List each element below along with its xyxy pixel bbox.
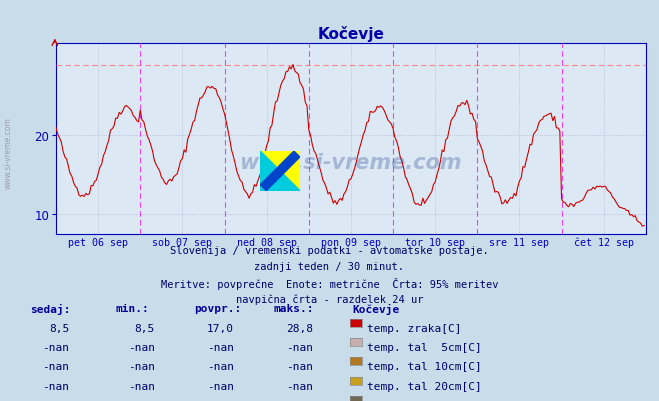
Text: -nan: -nan <box>128 400 155 401</box>
Text: Kočevje: Kočevje <box>353 303 400 314</box>
Text: 17,0: 17,0 <box>207 323 234 333</box>
Text: maks.:: maks.: <box>273 303 314 313</box>
Text: -nan: -nan <box>42 381 69 391</box>
Text: -nan: -nan <box>207 361 234 371</box>
Text: temp. tal 10cm[C]: temp. tal 10cm[C] <box>367 361 482 371</box>
Text: -nan: -nan <box>42 342 69 352</box>
Text: -nan: -nan <box>128 381 155 391</box>
Polygon shape <box>260 152 300 191</box>
Text: -nan: -nan <box>286 361 313 371</box>
Text: Meritve: povprečne  Enote: metrične  Črta: 95% meritev: Meritve: povprečne Enote: metrične Črta:… <box>161 277 498 290</box>
Text: -nan: -nan <box>207 342 234 352</box>
Text: zadnji teden / 30 minut.: zadnji teden / 30 minut. <box>254 261 405 271</box>
Text: sedaj:: sedaj: <box>30 303 70 314</box>
Text: -nan: -nan <box>286 381 313 391</box>
Polygon shape <box>260 152 300 191</box>
Text: -nan: -nan <box>128 342 155 352</box>
Text: temp. tal  5cm[C]: temp. tal 5cm[C] <box>367 342 482 352</box>
Text: povpr.:: povpr.: <box>194 303 242 313</box>
Text: -nan: -nan <box>42 400 69 401</box>
Text: Slovenija / vremenski podatki - avtomatske postaje.: Slovenija / vremenski podatki - avtomats… <box>170 245 489 255</box>
Text: 8,5: 8,5 <box>49 323 69 333</box>
Text: temp. tal 20cm[C]: temp. tal 20cm[C] <box>367 381 482 391</box>
Text: navpična črta - razdelek 24 ur: navpična črta - razdelek 24 ur <box>236 294 423 304</box>
Text: temp. tal 30cm[C]: temp. tal 30cm[C] <box>367 400 482 401</box>
Text: -nan: -nan <box>42 361 69 371</box>
Text: -nan: -nan <box>286 342 313 352</box>
Text: -nan: -nan <box>207 400 234 401</box>
Text: -nan: -nan <box>128 361 155 371</box>
Text: -nan: -nan <box>207 381 234 391</box>
Text: www.si-vreme.com: www.si-vreme.com <box>3 117 13 188</box>
Text: min.:: min.: <box>115 303 149 313</box>
Polygon shape <box>260 152 300 191</box>
Text: -nan: -nan <box>286 400 313 401</box>
Text: 8,5: 8,5 <box>134 323 155 333</box>
Text: temp. zraka[C]: temp. zraka[C] <box>367 323 461 333</box>
Title: Kočevje: Kočevje <box>318 26 384 42</box>
Text: 28,8: 28,8 <box>286 323 313 333</box>
Text: www.si-vreme.com: www.si-vreme.com <box>240 152 462 172</box>
